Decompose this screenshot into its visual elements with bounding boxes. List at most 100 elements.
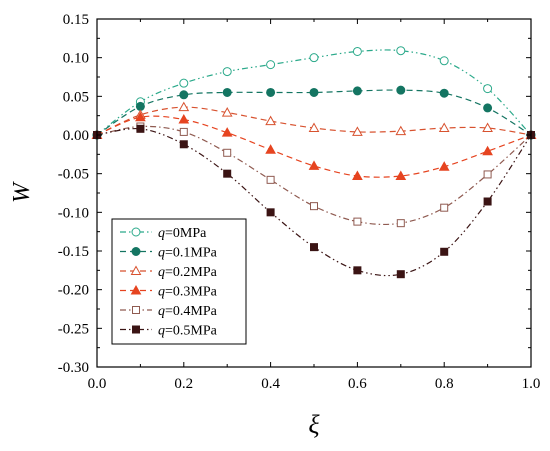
data-point bbox=[353, 266, 362, 275]
y-tick-label: 0.05 bbox=[63, 89, 89, 105]
legend-label-value: =0.2MPa bbox=[165, 265, 218, 280]
data-point bbox=[221, 127, 233, 137]
x-tick-label: 0.6 bbox=[348, 376, 367, 392]
legend-label-var: q bbox=[158, 304, 165, 319]
legend-label: q=0MPa bbox=[158, 226, 207, 241]
y-axis: 0.15 0.10 0.05 0.00 -0.05 -0.10 -0.15 -0.20 -0.2… bbox=[58, 12, 531, 376]
y-tick-label: -0.20 bbox=[58, 283, 89, 299]
data-point bbox=[179, 90, 189, 100]
data-point bbox=[266, 208, 275, 217]
data-point bbox=[265, 115, 276, 126]
legend-label: q=0.3MPa bbox=[158, 285, 218, 300]
legend-item-2: q=0.1MPa bbox=[120, 246, 218, 261]
data-point bbox=[352, 126, 363, 136]
data-point bbox=[309, 87, 319, 97]
legend-label-value: =0.1MPa bbox=[165, 246, 218, 261]
data-point bbox=[438, 122, 450, 133]
data-point bbox=[309, 53, 319, 63]
legend-item-5: q=0.4MPa bbox=[120, 304, 218, 319]
legend-box bbox=[111, 218, 247, 345]
y-tick-label: -0.25 bbox=[58, 321, 89, 337]
x-axis-label: ξ bbox=[308, 410, 320, 439]
legend-marker bbox=[131, 247, 141, 256]
data-point bbox=[310, 243, 318, 252]
series-points-5 bbox=[93, 122, 535, 228]
y-tick-label: -0.10 bbox=[58, 205, 89, 221]
data-point bbox=[438, 161, 450, 171]
data-point bbox=[396, 85, 406, 95]
legend-label: q=0.1MPa bbox=[158, 246, 218, 261]
y-tick-label: 0.15 bbox=[63, 12, 89, 28]
legend-item-6: q=0.5MPa bbox=[120, 324, 218, 339]
data-point bbox=[310, 202, 318, 211]
data-point bbox=[440, 247, 449, 256]
data-point bbox=[179, 127, 188, 136]
legend-label-var: q bbox=[158, 246, 165, 261]
data-point bbox=[353, 217, 362, 226]
legend-label-value: =0MPa bbox=[165, 226, 207, 241]
series-line-4 bbox=[96, 115, 532, 178]
data-point bbox=[482, 122, 493, 133]
data-point bbox=[223, 148, 232, 157]
y-tick-label: -0.30 bbox=[58, 360, 89, 376]
data-point bbox=[352, 46, 362, 56]
legend: q=0MPaq=0.1MPaq=0.2MPaq=0.3MPaq=0.4MPaq=… bbox=[111, 218, 247, 345]
legend-label: q=0.2MPa bbox=[158, 265, 218, 280]
data-point bbox=[395, 170, 407, 180]
data-point bbox=[179, 140, 188, 149]
data-point bbox=[178, 101, 190, 112]
data-point bbox=[396, 219, 405, 228]
x-tick-label: 0.0 bbox=[88, 376, 107, 392]
legend-marker bbox=[132, 306, 140, 314]
data-point bbox=[483, 84, 493, 94]
series-line-2 bbox=[96, 89, 532, 136]
data-point bbox=[135, 111, 146, 122]
y-tick-label: 0.10 bbox=[63, 51, 89, 67]
data-point bbox=[178, 114, 190, 124]
legend-item-1: q=0MPa bbox=[120, 226, 207, 241]
data-point bbox=[222, 67, 232, 77]
data-point bbox=[308, 122, 320, 133]
data-point bbox=[440, 203, 449, 212]
legend-label: q=0.4MPa bbox=[158, 304, 218, 319]
legend-label-var: q bbox=[158, 285, 165, 300]
data-point bbox=[395, 125, 407, 136]
data-point bbox=[308, 160, 320, 170]
data-point bbox=[483, 197, 492, 206]
data-point bbox=[265, 144, 276, 154]
data-point bbox=[266, 175, 275, 184]
data-point bbox=[483, 103, 493, 113]
data-point bbox=[221, 107, 233, 117]
legend-label-var: q bbox=[158, 324, 165, 339]
data-point bbox=[482, 145, 493, 156]
y-tick-label: -0.05 bbox=[58, 167, 89, 183]
y-axis-label: W bbox=[9, 181, 35, 203]
legend-item-3: q=0.2MPa bbox=[120, 265, 218, 280]
x-tick-label: 1.0 bbox=[522, 376, 541, 392]
data-point bbox=[439, 56, 449, 66]
legend-label-var: q bbox=[158, 226, 165, 241]
legend-marker bbox=[132, 325, 140, 334]
x-axis: 0.0 0.2 0.4 0.6 0.8 1.0 bbox=[88, 19, 541, 392]
legend-label-value: =0.3MPa bbox=[165, 285, 218, 300]
data-point bbox=[135, 101, 145, 111]
y-tick-label: 0.00 bbox=[63, 128, 89, 144]
x-tick-label: 0.8 bbox=[435, 376, 454, 392]
legend-label-var: q bbox=[158, 265, 165, 280]
legend-label-value: =0.4MPa bbox=[165, 304, 218, 319]
data-point bbox=[266, 60, 276, 70]
data-point bbox=[352, 170, 363, 180]
data-point bbox=[266, 87, 276, 97]
data-point bbox=[483, 170, 492, 179]
legend-marker bbox=[130, 284, 142, 295]
data-point bbox=[352, 86, 362, 96]
data-point bbox=[396, 46, 406, 56]
legend-label-value: =0.5MPa bbox=[165, 324, 218, 339]
y-tick-label: -0.15 bbox=[58, 244, 89, 260]
data-point bbox=[222, 87, 232, 97]
data-point bbox=[396, 270, 405, 279]
legend-marker bbox=[130, 265, 142, 275]
legend-label: q=0.5MPa bbox=[158, 324, 218, 339]
data-point bbox=[223, 169, 232, 178]
